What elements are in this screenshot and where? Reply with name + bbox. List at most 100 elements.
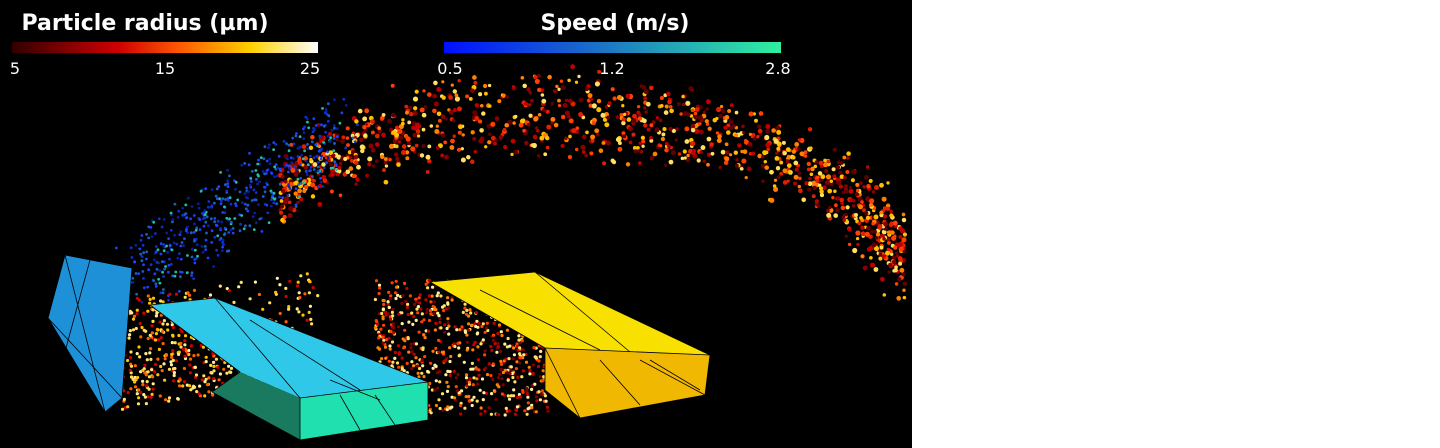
particle [150,324,154,328]
particle [383,157,388,162]
particle [246,209,250,213]
particle [879,182,884,188]
particle [547,74,552,80]
particle [226,168,230,172]
particle [765,124,771,129]
particle [675,127,679,131]
particle [482,391,486,395]
particle [797,184,802,189]
particle [633,149,638,154]
particle [414,143,419,148]
particle [209,371,213,375]
particle [496,331,500,335]
particle [202,374,206,378]
particle [477,119,483,124]
particle [266,211,270,215]
particle [177,352,181,356]
particle [301,144,307,149]
particle [413,106,418,111]
particle [808,146,813,151]
particle [254,191,258,195]
particle [414,300,418,304]
particle [227,231,231,234]
particle [858,204,863,210]
particle [497,385,501,389]
particle [167,237,171,241]
particle [287,185,291,188]
particle [886,230,891,235]
particle [139,390,143,395]
particle [479,128,484,133]
particle [724,114,730,120]
particle [392,139,398,144]
particle [179,257,183,261]
particle [860,225,865,230]
particle [305,170,308,174]
particle [215,187,219,191]
particle [123,406,127,410]
particle [465,94,470,99]
particle [431,304,435,308]
particle [513,149,519,155]
particle [512,388,516,392]
particle [496,345,500,349]
particle [690,108,695,113]
particle [676,102,681,106]
particle [446,321,450,325]
particle [815,178,820,184]
particle [889,252,894,257]
particle [211,377,216,381]
particle [682,149,687,154]
particle [660,136,666,142]
particle [203,209,207,213]
particle [405,156,410,161]
particle [207,224,210,228]
particle [514,367,519,371]
particle [483,330,487,334]
particle [705,107,709,111]
particle [178,289,181,293]
particle [898,242,903,247]
particle [455,328,459,332]
particle [401,144,407,149]
particle [252,188,256,192]
particle [448,346,452,350]
particle [393,356,397,360]
particle [195,226,199,230]
particle [305,272,309,276]
particle [514,114,518,119]
particle [816,203,821,208]
particle [181,206,185,210]
particle [219,171,223,174]
particle [486,123,492,129]
particle [473,322,477,326]
particle [531,142,537,149]
particle [209,363,213,367]
particle [668,104,673,109]
particle [257,203,260,207]
particle [537,113,542,117]
particle [237,285,241,289]
particle [227,364,231,368]
particle [525,392,530,396]
particle [309,169,312,173]
particle [204,355,208,359]
particle [457,78,461,83]
particle [496,376,501,380]
particle [238,229,242,233]
particle [681,94,685,99]
particle [189,344,193,348]
particle [300,153,303,157]
particle [402,369,406,373]
particle [129,364,134,368]
particle [208,293,213,297]
particle [846,151,851,156]
particle [819,189,824,194]
particle [320,154,323,158]
particle [335,138,339,142]
particle [498,135,503,140]
particle [807,187,812,192]
particle [431,349,435,353]
particle [567,78,571,83]
particle [814,160,819,165]
